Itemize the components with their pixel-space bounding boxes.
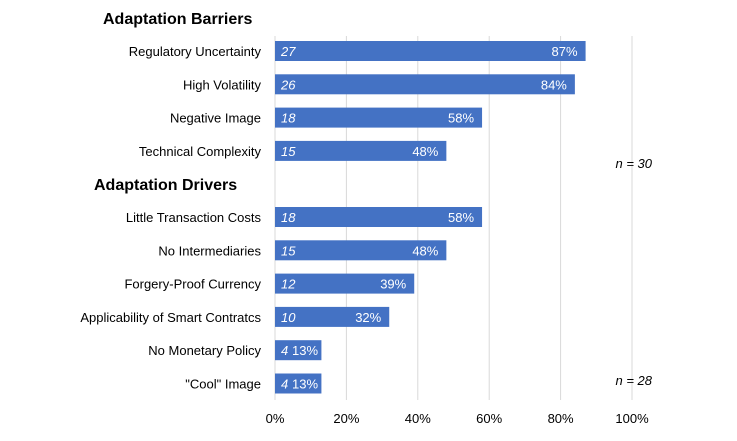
bar: [275, 207, 483, 227]
category-label: Forgery-Proof Currency: [124, 277, 261, 292]
count-label: 10: [281, 310, 296, 325]
count-label: 4: [281, 377, 288, 392]
percent-label: 13%: [292, 377, 318, 392]
category-label: Technical Complexity: [139, 144, 262, 159]
percent-label: 58%: [448, 111, 474, 126]
section-title: Adaptation Drivers: [94, 177, 237, 194]
percent-label: 87%: [552, 44, 578, 59]
x-tick-label: 0%: [266, 411, 285, 426]
x-tick-label: 80%: [548, 411, 574, 426]
x-tick-label: 40%: [405, 411, 431, 426]
section-title: Adaptation Barriers: [103, 11, 252, 28]
percent-label: 39%: [380, 277, 406, 292]
bar: [275, 306, 390, 327]
bar: [275, 373, 322, 394]
category-label: Applicability of Smart Contratcs: [80, 310, 261, 325]
labels: Adaptation Barriers n = 30 Regulatory Unce…: [80, 11, 652, 392]
percent-label: 32%: [355, 310, 381, 325]
sample-size-note: n = 30: [615, 156, 652, 171]
category-label: High Volatility: [183, 77, 262, 92]
percent-label: 48%: [412, 144, 438, 159]
x-tick-label: 100%: [615, 411, 649, 426]
category-label: No Intermediaries: [158, 243, 261, 258]
count-label: 15: [281, 144, 296, 159]
bars: [275, 41, 586, 394]
count-label: 18: [281, 111, 296, 126]
count-label: 12: [281, 277, 296, 292]
category-label: Negative Image: [170, 111, 261, 126]
category-label: Little Transaction Costs: [126, 210, 262, 225]
x-axis-ticks: 0% 20% 40% 60% 80% 100%: [266, 411, 649, 426]
category-label: Regulatory Uncertainty: [129, 44, 262, 59]
percent-label: 84%: [541, 77, 567, 92]
percent-label: 58%: [448, 210, 474, 225]
bar: [275, 107, 483, 128]
x-tick-label: 60%: [476, 411, 502, 426]
count-label: 4: [281, 343, 288, 358]
count-label: 18: [281, 210, 296, 225]
count-label: 15: [281, 243, 296, 258]
category-label: "Cool" Image: [185, 377, 261, 392]
category-label: No Monetary Policy: [148, 343, 261, 358]
percent-label: 48%: [412, 243, 438, 258]
count-label: 27: [280, 44, 296, 59]
bar: [275, 340, 322, 361]
bar: [275, 41, 586, 61]
sample-size-note: n = 28: [615, 373, 652, 388]
bar: [275, 240, 447, 261]
bar: [275, 74, 575, 95]
bar: [275, 140, 447, 161]
x-tick-label: 20%: [333, 411, 359, 426]
bar: [275, 273, 415, 294]
count-label: 26: [280, 77, 296, 92]
percent-label: 13%: [292, 343, 318, 358]
